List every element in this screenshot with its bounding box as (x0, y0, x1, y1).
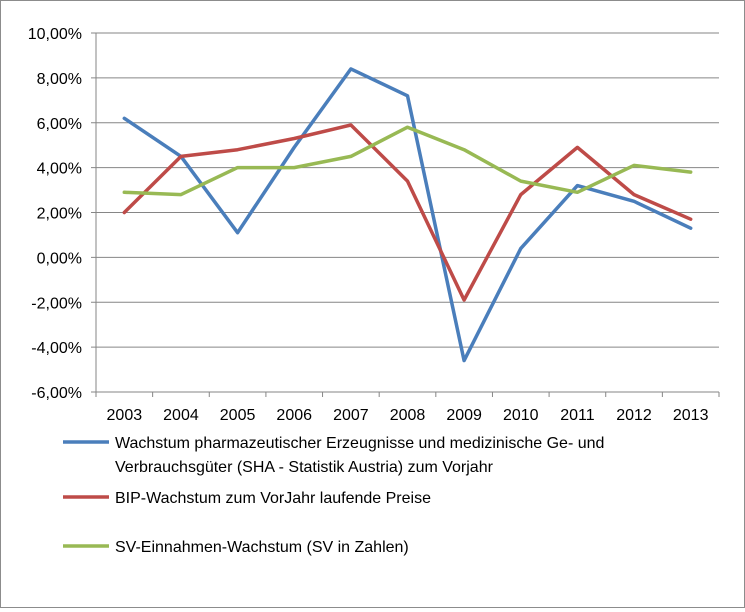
y-tick-label: -4,00% (31, 340, 82, 357)
x-tick-label: 2013 (673, 407, 709, 424)
series-line-1 (122, 67, 693, 363)
x-tick-label: 2006 (276, 407, 312, 424)
y-tick-label: 6,00% (37, 116, 82, 133)
axes (91, 32, 720, 397)
series-line-3 (122, 125, 693, 197)
x-axis-tick-labels: 2003 2004 2005 2006 2007 2008 2009 2010 2011 2012… (107, 407, 709, 424)
y-tick-label: 2,00% (37, 206, 82, 223)
series-lines (122, 67, 693, 363)
y-tick-label: 10,00% (28, 26, 82, 43)
legend-label-2: BIP-Wachstum zum VorJahr laufende Preise (115, 490, 431, 507)
legend-label-3: SV-Einnahmen-Wachstum (SV in Zahlen) (115, 539, 409, 556)
y-axis-tick-labels: 10,00% 8,00% 6,00% 4,00% 2,00% 0,00% -2,00% -4,… (28, 26, 82, 402)
x-tick-label: 2011 (560, 407, 595, 424)
x-tick-label: 2004 (163, 407, 199, 424)
y-tick-label: -2,00% (31, 295, 82, 312)
x-tick-label: 2005 (220, 407, 256, 424)
legend-label-1: Wachstum pharmazeutischer Erzeugnisse un… (115, 435, 604, 452)
series-line-2 (122, 123, 693, 302)
y-tick-label: 0,00% (37, 250, 82, 267)
x-tick-label: 2008 (390, 407, 426, 424)
x-tick-label: 2009 (446, 407, 482, 424)
x-tick-label: 2012 (616, 407, 652, 424)
y-tick-label: 8,00% (37, 71, 82, 88)
x-tick-label: 2003 (107, 407, 143, 424)
legend: Wachstum pharmazeutischer Erzeugnisse un… (63, 435, 604, 556)
y-tick-label: -6,00% (31, 385, 82, 402)
legend-label-1: Verbrauchsgüter (SHA - Statistik Austria… (115, 459, 494, 476)
y-tick-label: 4,00% (37, 161, 82, 178)
x-tick-label: 2007 (333, 407, 369, 424)
gridlines (96, 32, 719, 348)
x-tick-label: 2010 (503, 407, 539, 424)
